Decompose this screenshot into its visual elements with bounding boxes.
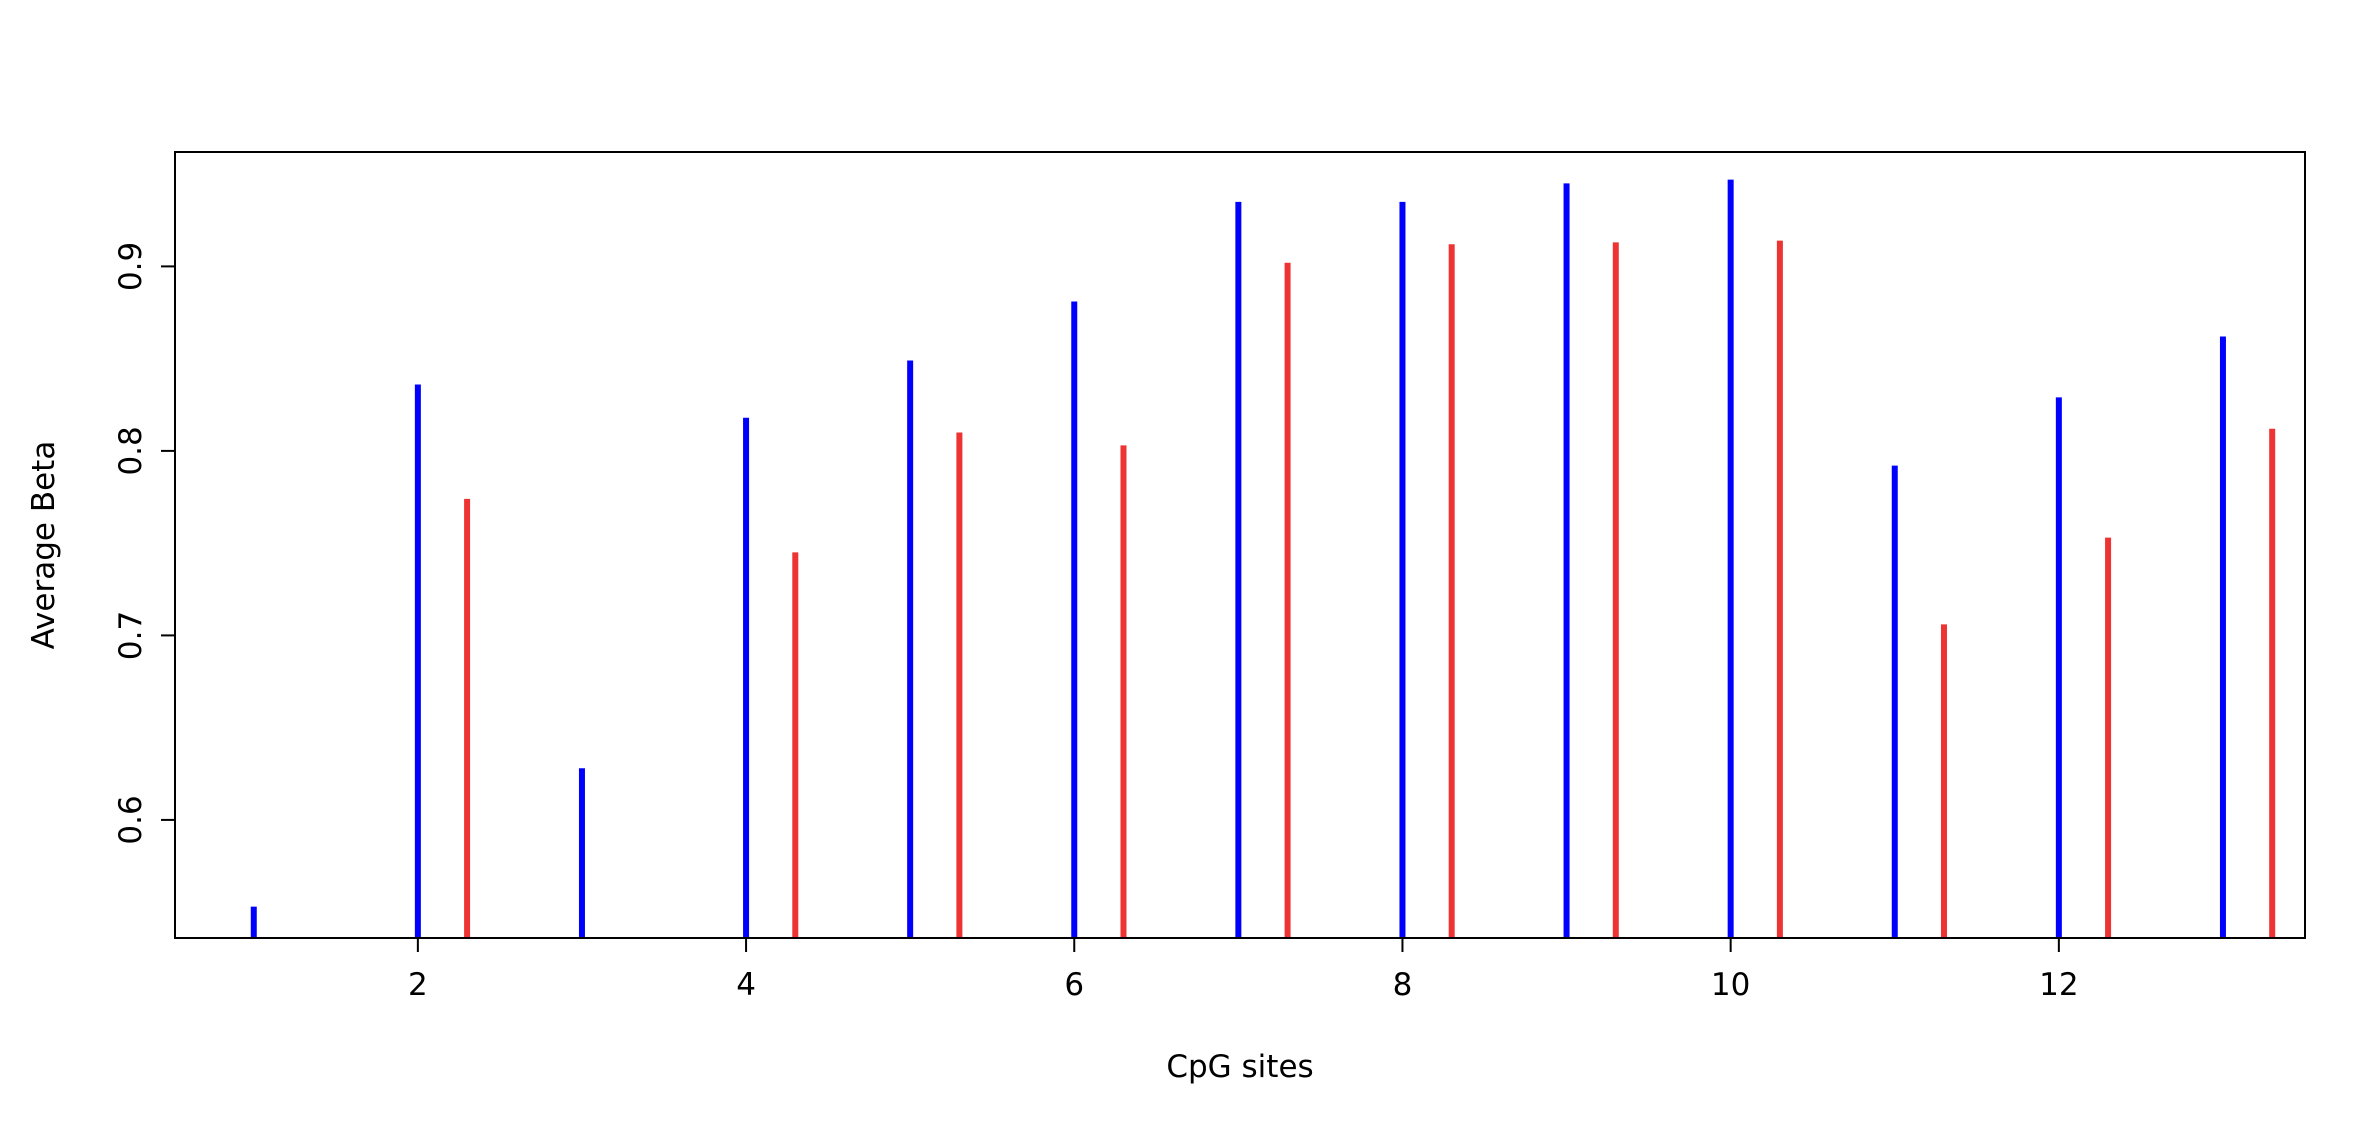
x-tick-label: 4	[736, 967, 756, 1003]
x-tick-label: 12	[2039, 967, 2078, 1003]
x-axis-label: CpG sites	[1166, 1049, 1313, 1085]
y-tick-label: 0.7	[113, 611, 149, 660]
y-axis: 0.6 0.7 0.8 0.9	[113, 242, 175, 845]
x-tick-label: 10	[1711, 967, 1750, 1003]
spikes-layer	[250, 179, 2276, 938]
x-tick-label: 6	[1064, 967, 1084, 1003]
plot-frame	[174, 151, 2306, 939]
y-tick-label: 0.9	[113, 242, 149, 291]
x-tick-label: 8	[1393, 967, 1413, 1003]
y-axis-label: Average Beta	[26, 441, 62, 650]
y-tick-label: 0.6	[113, 795, 149, 844]
x-tick-label: 2	[408, 967, 428, 1003]
y-tick-label: 0.8	[113, 426, 149, 475]
x-axis: 2 4 6 8 10 12	[408, 938, 2079, 1003]
